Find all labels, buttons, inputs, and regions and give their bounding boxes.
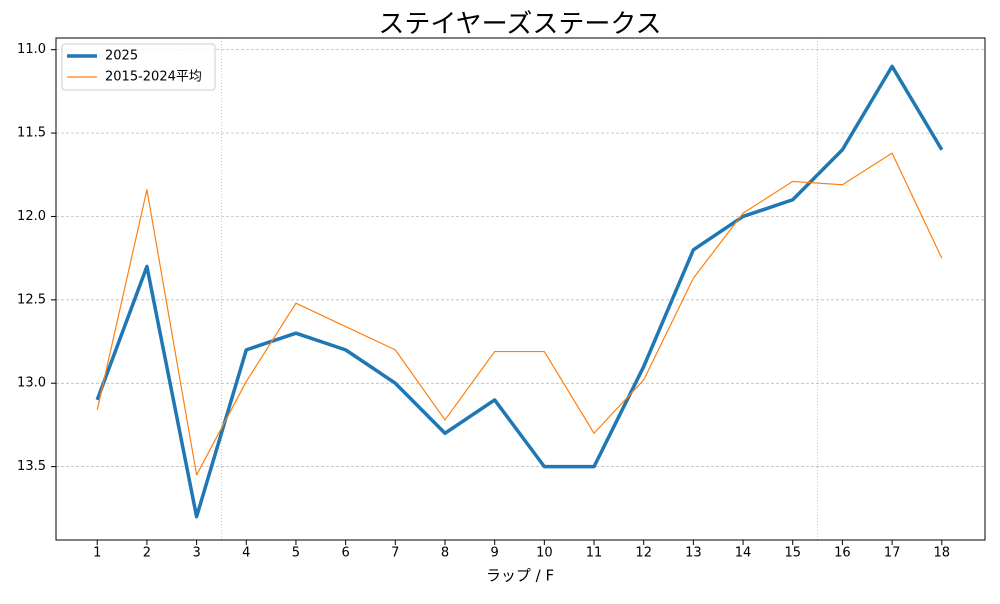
legend-box bbox=[61, 43, 216, 91]
x-tick-label: 4 bbox=[242, 546, 250, 561]
y-tick-label: 11.5 bbox=[17, 126, 46, 141]
x-tick-label: 3 bbox=[192, 546, 200, 561]
x-tick-label: 2 bbox=[143, 546, 151, 561]
y-tick-label: 12.0 bbox=[17, 209, 46, 224]
legend-label: 2015-2024平均 bbox=[105, 70, 202, 85]
series-line bbox=[96, 152, 943, 476]
y-tick-label: 13.5 bbox=[17, 459, 46, 474]
x-tick-label: 6 bbox=[341, 546, 349, 561]
x-tick-label: 14 bbox=[735, 546, 752, 561]
chart-title: ステイヤーズステークス bbox=[378, 10, 661, 40]
y-tick-label: 11.0 bbox=[17, 42, 46, 57]
x-tick-label: 13 bbox=[685, 546, 702, 561]
x-tick-label: 7 bbox=[391, 546, 399, 561]
x-tick-label: 10 bbox=[536, 546, 553, 561]
series-line bbox=[95, 64, 944, 519]
x-tick-label: 15 bbox=[784, 546, 801, 561]
x-axis-label: ラップ / F bbox=[486, 567, 554, 585]
x-tick-label: 18 bbox=[934, 546, 951, 561]
legend: 2025 2015-2024平均 bbox=[61, 43, 216, 91]
x-tick-label: 1 bbox=[93, 546, 101, 561]
x-tick-label: 12 bbox=[635, 546, 652, 561]
y-tick-label: 13.0 bbox=[17, 376, 46, 391]
plot-frame bbox=[55, 37, 986, 541]
x-tick-label: 17 bbox=[884, 546, 901, 561]
x-tick-label: 16 bbox=[834, 546, 851, 561]
y-tick-label: 12.5 bbox=[17, 292, 46, 307]
legend-label: 2025 bbox=[105, 49, 138, 64]
x-tick-label: 8 bbox=[441, 546, 449, 561]
x-tick-label: 9 bbox=[491, 546, 499, 561]
x-tick-label: 5 bbox=[292, 546, 300, 561]
x-tick-label: 11 bbox=[586, 546, 603, 561]
